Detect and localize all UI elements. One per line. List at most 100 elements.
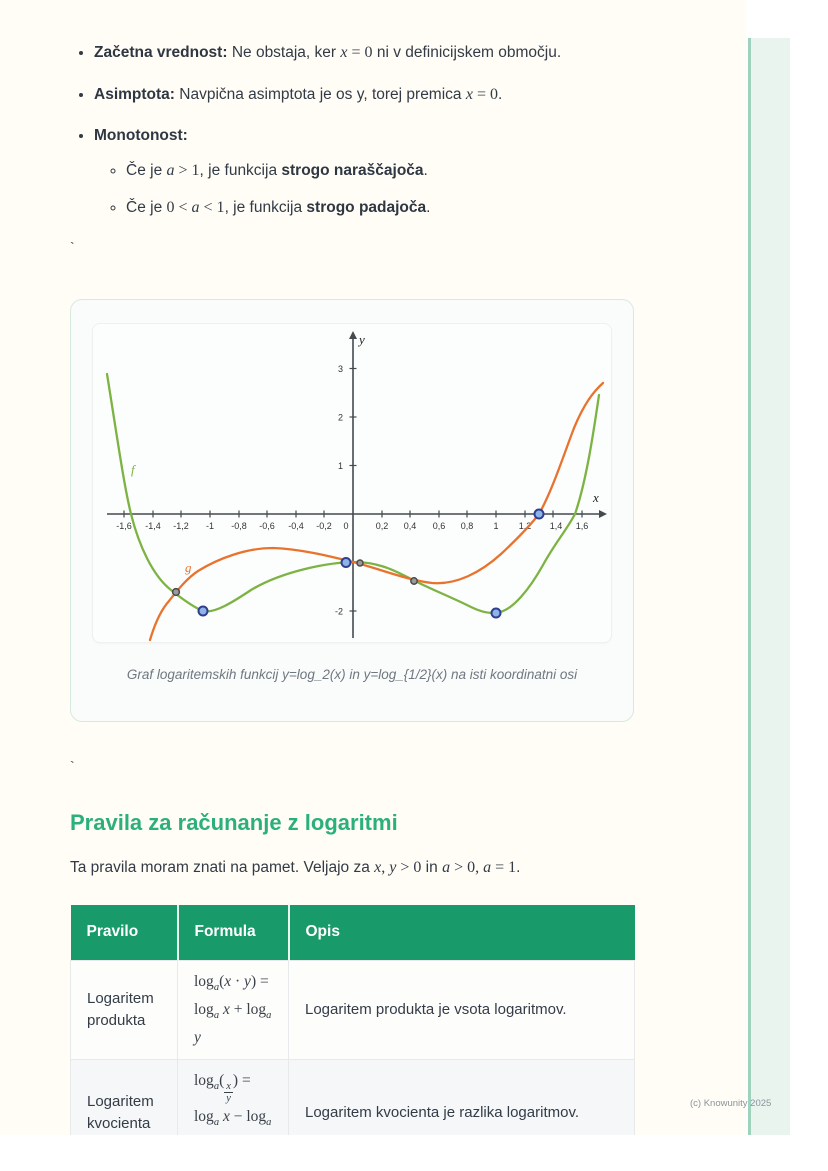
curve-g-label: g — [185, 560, 192, 575]
body-text: Če je — [126, 161, 167, 179]
x-tick-label: -1,2 — [173, 521, 189, 531]
marked-point — [356, 558, 364, 567]
log-rules-table: Pravilo Formula Opis Logaritem produkta … — [70, 904, 635, 1135]
body-text: . — [516, 858, 521, 876]
list-item: Če je 0 < a < 1, je funkcija strogo pada… — [126, 197, 634, 219]
x-tick-label: 0,8 — [461, 521, 474, 531]
marked-point — [340, 556, 352, 568]
emphasis-text: strogo padajoča — [306, 198, 427, 216]
x-axis-arrow-icon — [599, 509, 607, 518]
curve-g — [148, 381, 605, 641]
x-tick-label: 1,4 — [550, 521, 563, 531]
x-tick-label: 1 — [493, 521, 498, 531]
table-row: Logaritem kvocienta loga(x y) = loga x − … — [70, 1059, 635, 1135]
body-text: . — [497, 85, 503, 103]
x-tick-label: 0,4 — [404, 521, 417, 531]
x-axis-label: x — [592, 490, 599, 505]
term-label: Začetna vrednost: — [94, 44, 228, 61]
x-tick-label: 0,2 — [376, 521, 389, 531]
term-label: Monotonost: — [94, 126, 188, 144]
table-row: Logaritem produkta loga(x · y) = loga x … — [70, 960, 635, 1061]
curve-f — [105, 372, 601, 614]
figure-card: x y — [70, 298, 634, 722]
column-header-formula: Formula — [177, 904, 290, 961]
side-scroll-strip[interactable] — [748, 38, 790, 1135]
x-tick-label: 0 — [343, 521, 348, 531]
log-functions-graph: x y — [92, 322, 612, 643]
body-text: , je funkcija — [224, 198, 307, 216]
fraction-denominator: y — [226, 1093, 231, 1105]
x-tick-label: -0,6 — [259, 521, 275, 531]
formula-line: loga(x y) = — [194, 1068, 272, 1104]
stray-backtick: ` — [70, 238, 75, 255]
formula-fragment: loga( — [194, 1072, 225, 1093]
body-text: . — [426, 198, 431, 216]
rule-name-cell: Logaritem produkta — [70, 960, 178, 1061]
list-item: Asimptota: Navpična asimptota je os y, t… — [94, 84, 634, 106]
column-header-pravilo: Pravilo — [70, 904, 179, 961]
marked-point — [171, 587, 181, 596]
math-inline: x = 0 — [465, 85, 498, 103]
description-cell: Logaritem kvocienta je razlika logaritmo… — [288, 1059, 635, 1135]
body-text: in — [421, 858, 443, 876]
graph-svg: x y — [105, 330, 607, 641]
marked-point — [197, 605, 209, 617]
list-item: Če je a > 1, je funkcija strogo naraščaj… — [126, 160, 634, 182]
body-text: Ta pravila moram znati na pamet. Veljajo… — [70, 858, 375, 876]
math-inline: a > 1 — [166, 161, 200, 179]
body-text: ni v definicijskem območju. — [372, 44, 562, 61]
y-tick-label: -2 — [335, 606, 343, 616]
body-text: Če je — [126, 198, 167, 216]
x-tick-label: -1 — [206, 521, 214, 531]
y-tick-label: 1 — [338, 461, 343, 471]
x-tick-label: 1,2 — [519, 521, 532, 531]
math-inline: a > 0, a = 1 — [442, 858, 517, 876]
emphasis-text: strogo naraščajoča — [281, 161, 424, 179]
formula-line: loga(x · y) = — [194, 973, 269, 994]
list-item: Monotonost: Če je a > 1, je funkcija str… — [94, 126, 634, 219]
formula-cell: loga(xy) = loga x − loga y — [177, 1059, 289, 1135]
page-content: Začetna vrednost: Ne obstaja, ker x = 0 … — [0, 0, 634, 1135]
body-text: Navpična asimptota je os y, torej premic… — [174, 85, 466, 103]
properties-list: Začetna vrednost: Ne obstaja, ker x = 0 … — [70, 42, 634, 219]
table-header-row: Pravilo Formula Opis — [70, 904, 635, 961]
formula-fragment: ) = — [232, 1072, 251, 1090]
y-tick-label: 3 — [338, 364, 343, 374]
copyright-watermark: (c) Knowunity 2025 — [690, 1098, 772, 1109]
x-tick-label: -0,4 — [288, 521, 304, 531]
term-label: Asimptota: — [94, 85, 175, 103]
x-tick-label: -0,2 — [316, 521, 332, 531]
description-cell: Logaritem produkta je vsota logaritmov. — [288, 960, 635, 1061]
x-tick-label: 0,6 — [433, 521, 446, 531]
fraction-numerator: x — [224, 1081, 233, 1094]
marked-point — [490, 607, 502, 619]
marked-point — [410, 576, 418, 585]
intro-paragraph: Ta pravila moram znati na pamet. Veljajo… — [70, 859, 634, 877]
marked-point — [533, 508, 545, 520]
formula-cell: loga(x · y) = loga x + loga y — [177, 960, 289, 1061]
formula-line: loga x − loga y — [194, 1108, 272, 1129]
math-inline: 0 < a < 1 — [166, 198, 225, 216]
stray-backtick: ` — [70, 757, 75, 774]
section-heading: Pravila za računanje z logaritmi — [70, 809, 398, 835]
y-axis-arrow-icon — [349, 330, 357, 339]
document-page: Začetna vrednost: Ne obstaja, ker x = 0 … — [0, 0, 746, 1135]
x-tick-label: 1,6 — [576, 521, 589, 531]
curve-f-label: f — [131, 462, 137, 477]
body-text: , je funkcija — [199, 161, 282, 179]
body-text: . — [423, 161, 428, 179]
body-text: Ne obstaja, ker — [227, 44, 341, 61]
sub-list: Če je a > 1, je funkcija strogo naraščaj… — [94, 160, 634, 219]
x-tick-label: -0,8 — [231, 521, 247, 531]
rule-name-cell: Logaritem kvocienta — [70, 1059, 178, 1135]
figure-caption: Graf logaritemskih funkcij y=log_2(x) in… — [126, 666, 578, 682]
y-tick-label: 2 — [338, 412, 343, 422]
list-item: Začetna vrednost: Ne obstaja, ker x = 0 … — [94, 42, 634, 64]
math-inline: x, y > 0 — [374, 858, 422, 876]
math-inline: x = 0 — [340, 44, 373, 61]
formula-line: loga x + loga y — [194, 1001, 272, 1046]
column-header-opis: Opis — [288, 904, 635, 961]
x-tick-label: -1,6 — [116, 521, 132, 531]
y-axis-label: y — [357, 332, 365, 347]
